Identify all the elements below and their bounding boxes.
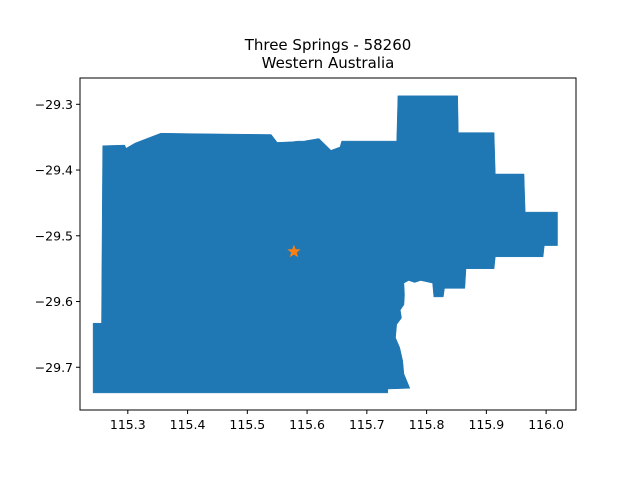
chart-title-line2: Western Australia: [262, 54, 395, 72]
x-tick-label: 115.8: [409, 417, 445, 432]
chart-title-line1: Three Springs - 58260: [244, 36, 412, 54]
region-polygon: [92, 95, 558, 394]
location-star-marker: [287, 244, 301, 258]
y-tick-label: −29.3: [35, 97, 73, 112]
y-axis: −29.3 −29.4 −29.5 −29.6 −29.7: [35, 97, 80, 375]
x-tick-label: 115.7: [349, 417, 385, 432]
x-tick-label: 115.4: [170, 417, 206, 432]
y-tick-label: −29.6: [35, 294, 73, 309]
y-tick-label: −29.4: [35, 163, 73, 178]
x-tick-label: 115.3: [110, 417, 146, 432]
y-tick-label: −29.5: [35, 228, 73, 243]
y-tick-label: −29.7: [35, 360, 73, 375]
x-tick-label: 116.0: [528, 417, 564, 432]
x-tick-label: 115.6: [289, 417, 325, 432]
x-axis: 115.3 115.4 115.5 115.6 115.7 115.8 115.9 116.0: [110, 410, 564, 432]
x-tick-label: 115.5: [229, 417, 265, 432]
axes-frame: [79, 77, 577, 411]
x-tick-label: 115.9: [468, 417, 504, 432]
